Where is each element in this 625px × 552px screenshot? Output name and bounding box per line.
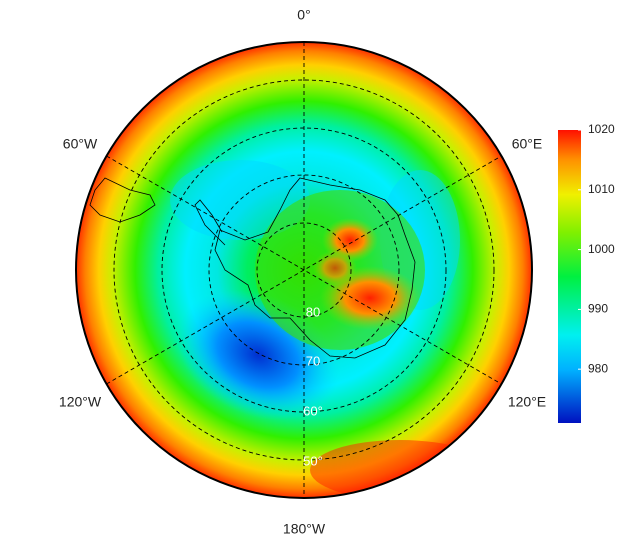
colorbar [558,130,581,423]
latitude-label: 50° [303,453,323,468]
colorbar-label: 980 [588,361,608,375]
coastline [214,177,416,359]
longitude-label: 60°E [512,136,543,152]
map-border [75,41,533,499]
longitude-label: 0° [297,7,310,23]
latitude-label: 70 [306,353,320,368]
latitude-label: 80 [306,304,320,319]
colorbar-label: 990 [588,302,608,316]
longitude-label: 120°W [59,394,102,410]
colorbar-label: 1010 [588,182,615,196]
longitude-label: 120°E [508,394,546,410]
graticule [106,42,502,498]
colorbar-label: 1000 [588,242,615,256]
colorbar-label: 1020 [588,122,615,136]
longitude-label: 180°W [283,521,326,537]
longitude-label: 60°W [63,136,98,152]
south-america [89,177,156,223]
peninsula [194,199,226,246]
pressure-field [76,42,532,498]
latitude-label: 60° [303,403,323,418]
